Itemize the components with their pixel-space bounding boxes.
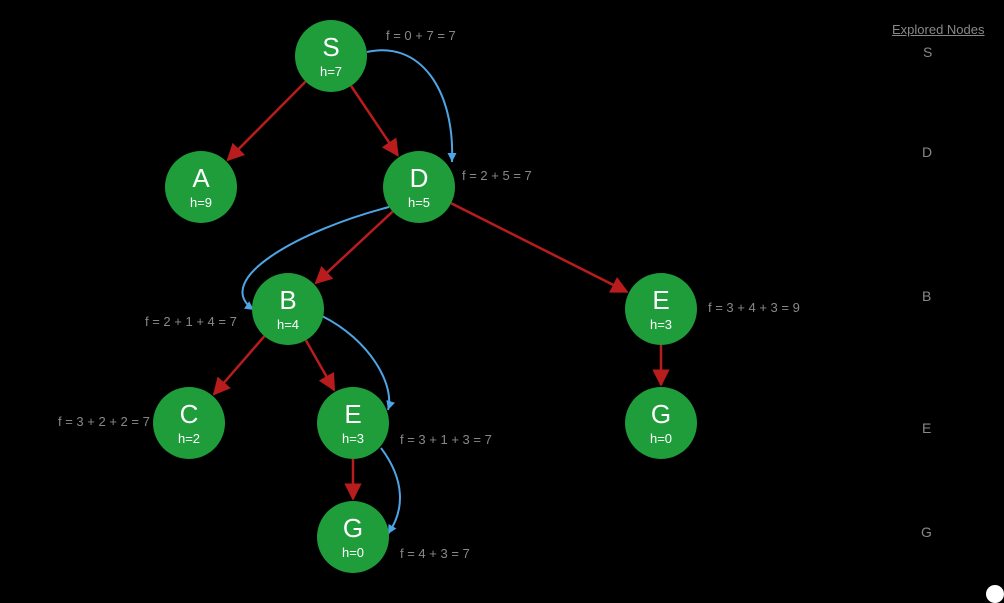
f-annotation: f = 3 + 2 + 2 = 7 <box>58 414 150 429</box>
f-annotation: f = 3 + 1 + 3 = 7 <box>400 432 492 447</box>
node-letter: E <box>344 401 361 427</box>
node-letter: G <box>343 515 363 541</box>
node-heuristic: h=3 <box>650 317 672 332</box>
tree-edge <box>351 86 398 156</box>
node-letter: B <box>279 287 296 313</box>
explore-path <box>367 50 452 162</box>
node-heuristic: h=9 <box>190 195 212 210</box>
f-annotation: f = 0 + 7 = 7 <box>386 28 456 43</box>
f-annotation: f = 4 + 3 = 7 <box>400 546 470 561</box>
node-letter: G <box>651 401 671 427</box>
node-g1: Gh=0 <box>625 387 697 459</box>
node-a: Ah=9 <box>165 151 237 223</box>
node-heuristic: h=4 <box>277 317 299 332</box>
tree-edge <box>228 82 306 160</box>
corner-dot <box>986 585 1004 603</box>
tree-edge <box>316 212 393 284</box>
node-e1: Eh=3 <box>625 273 697 345</box>
node-heuristic: h=5 <box>408 195 430 210</box>
tree-edge <box>214 336 264 394</box>
tree-edge <box>306 340 334 390</box>
node-letter: E <box>652 287 669 313</box>
explored-item: E <box>922 420 931 436</box>
explore-arrowhead <box>386 400 395 410</box>
node-heuristic: h=2 <box>178 431 200 446</box>
tree-edge <box>451 203 627 292</box>
explore-arrowhead <box>448 153 457 162</box>
node-letter: C <box>180 401 199 427</box>
explore-arrowhead <box>388 524 396 534</box>
node-letter: D <box>410 165 429 191</box>
explored-item: B <box>922 288 931 304</box>
node-heuristic: h=3 <box>342 431 364 446</box>
node-heuristic: h=7 <box>320 64 342 79</box>
node-letter: S <box>322 34 339 60</box>
f-annotation: f = 2 + 5 = 7 <box>462 168 532 183</box>
node-letter: A <box>192 165 209 191</box>
f-annotation: f = 2 + 1 + 4 = 7 <box>145 314 237 329</box>
f-annotation: f = 3 + 4 + 3 = 9 <box>708 300 800 315</box>
node-e2: Eh=3 <box>317 387 389 459</box>
node-heuristic: h=0 <box>650 431 672 446</box>
node-c: Ch=2 <box>153 387 225 459</box>
node-heuristic: h=0 <box>342 545 364 560</box>
edge-layer <box>0 0 1004 603</box>
node-b: Bh=4 <box>252 273 324 345</box>
node-d: Dh=5 <box>383 151 455 223</box>
explored-header: Explored Nodes <box>892 22 985 37</box>
node-g2: Gh=0 <box>317 501 389 573</box>
explored-item: G <box>921 524 932 540</box>
explored-item: D <box>922 144 932 160</box>
explored-item: S <box>923 44 932 60</box>
node-s: Sh=7 <box>295 20 367 92</box>
